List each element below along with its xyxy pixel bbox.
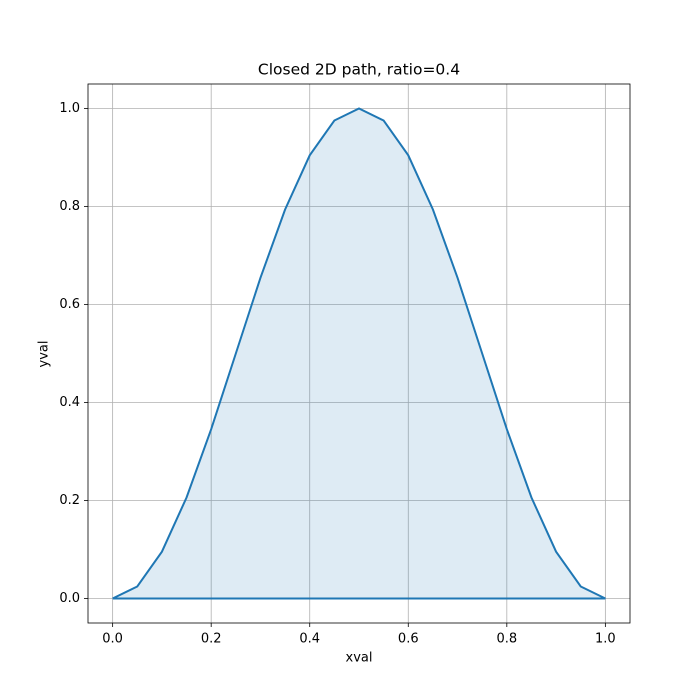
x-tick-label: 0.0 [102, 632, 123, 647]
y-axis-label: yval [37, 341, 52, 368]
line [112, 107, 606, 600]
x-tick-label: 0.4 [299, 632, 320, 647]
x-tick-label: 0.8 [496, 632, 517, 647]
y-tick-label: 0.6 [59, 297, 80, 312]
plot-frame [87, 83, 631, 624]
x-tick-label: 0.2 [201, 632, 222, 647]
y-tick-label: 0.8 [59, 199, 80, 214]
x-tick-label: 1.0 [595, 632, 616, 647]
y-tick-label: 0.2 [59, 493, 80, 508]
area-fill [112, 108, 606, 599]
y-tick-label: 1.0 [59, 101, 80, 116]
y-tick-label: 0.4 [59, 395, 80, 410]
chart-title: Closed 2D path, ratio=0.4 [258, 61, 460, 79]
x-axis-label: xval [346, 651, 373, 666]
x-tick-label: 0.6 [398, 632, 419, 647]
y-tick-label: 0.0 [59, 591, 80, 606]
